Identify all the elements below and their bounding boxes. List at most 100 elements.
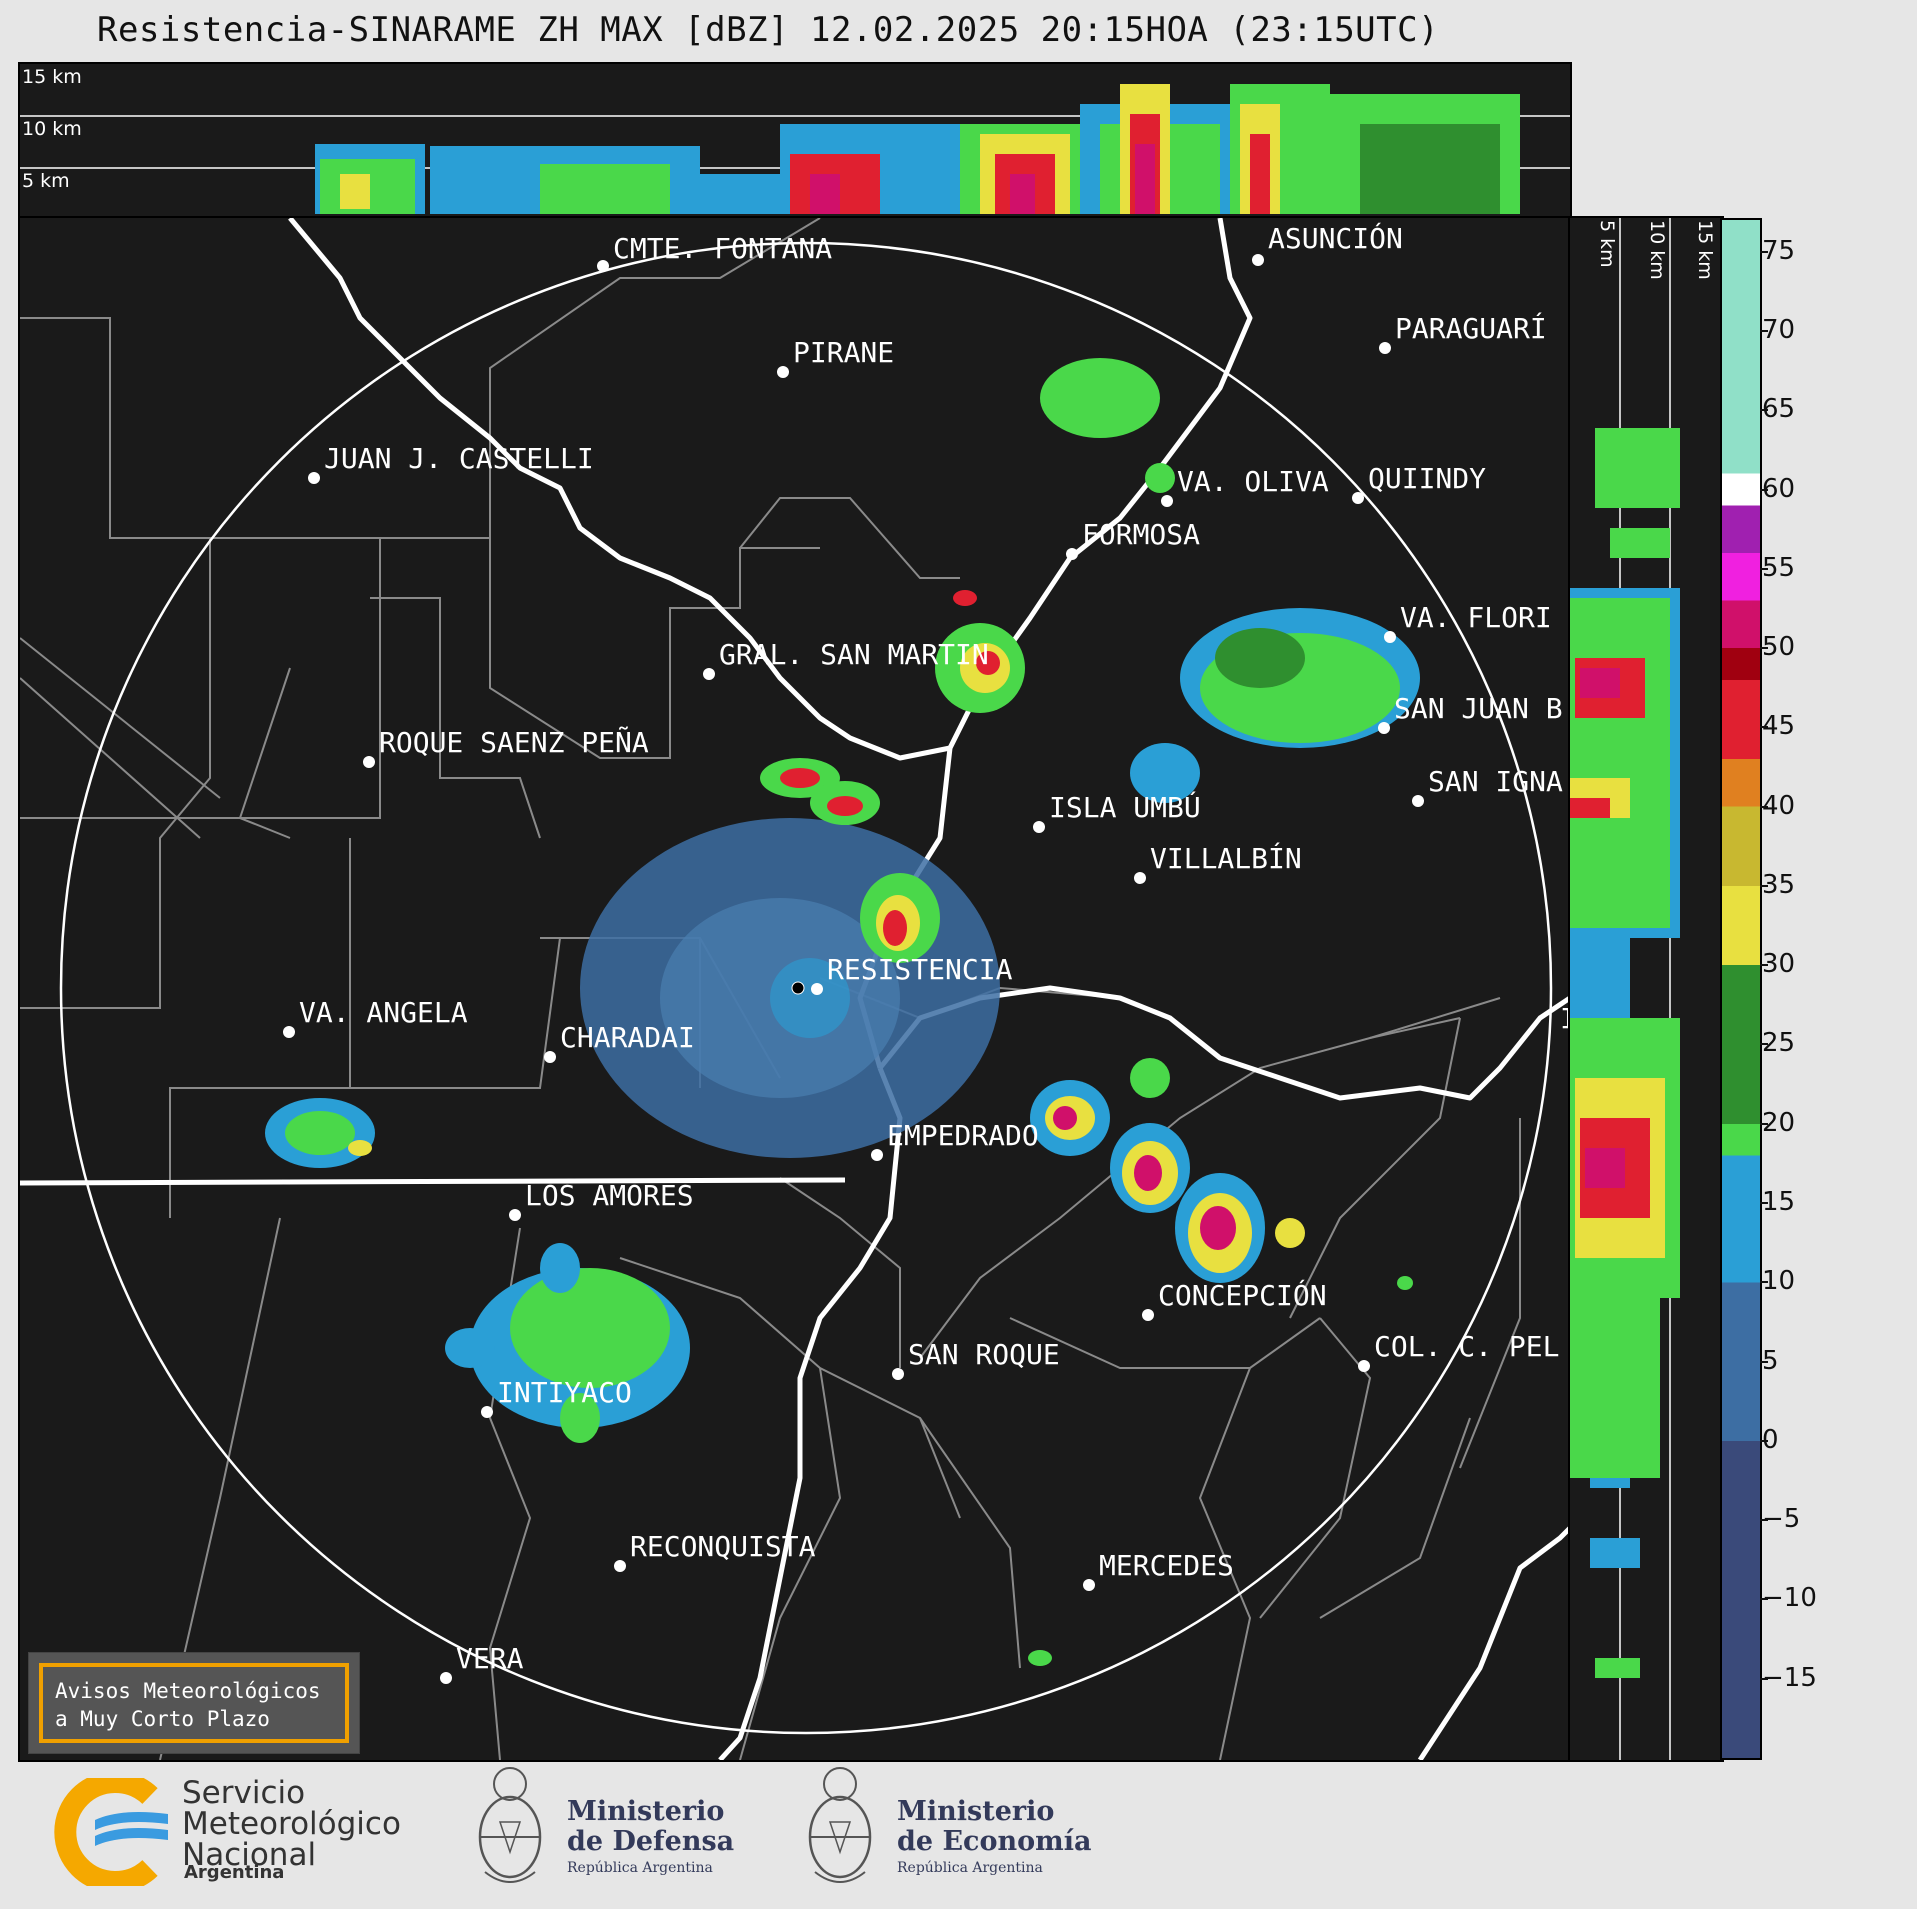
city-label: PIRANE (793, 336, 894, 369)
side-cross-section-panel: 5 km 10 km 15 km (1568, 216, 1724, 1762)
city-dot-icon (777, 366, 789, 378)
city-marker: SAN IGNA (1412, 765, 1563, 807)
side-height-label-15: 15 km (1694, 220, 1716, 280)
colorbar-tick-label: −5 (1762, 1504, 1801, 1535)
storm-cells (265, 358, 1420, 1666)
smn-sub: Argentina (184, 1862, 285, 1883)
city-marker: VILLALBÍN (1134, 841, 1302, 884)
colorbar-tick-mark (1760, 726, 1768, 729)
top-height-label-15: 15 km (22, 66, 82, 88)
city-marker: CMTE. FONTANA (597, 232, 832, 272)
city-label: ASUNCIÓN (1268, 221, 1403, 255)
city-label: LOS AMORES (525, 1179, 694, 1212)
colorbar-tick-label: 25 (1762, 1028, 1796, 1059)
city-label: VILLALBÍN (1150, 841, 1302, 875)
colorbar-tick-mark (1760, 964, 1768, 967)
side-echoes (1570, 428, 1680, 1678)
radar-location-icon (791, 981, 805, 995)
city-marker: QUIINDY (1352, 462, 1486, 504)
city-label: CMTE. FONTANA (613, 232, 832, 265)
city-dot-icon (811, 983, 823, 995)
city-label: VA. OLIVA (1177, 465, 1329, 498)
smn-logo-text: Servicio Meteorológico Nacional (182, 1778, 401, 1871)
city-label: EMPEDRADO (887, 1119, 1039, 1152)
city-marker: GRAL. SAN MARTIN (703, 638, 989, 680)
colorbar-tick-mark (1760, 409, 1768, 412)
radar-map: CMTE. FONTANA ASUNCIÓN PARAGUARÍ PIRANE JUAN… (18, 216, 1572, 1762)
side-height-label-10: 10 km (1646, 220, 1668, 280)
city-dot-icon (1142, 1309, 1154, 1321)
economia-line-2: de Economía (897, 1826, 1092, 1857)
colorbar-tick-mark (1760, 1677, 1768, 1680)
economia-sub: República Argentina (897, 1860, 1043, 1876)
defensa-line-1: Ministerio (567, 1796, 725, 1827)
city-marker: IT (1560, 1002, 1570, 1035)
colorbar-tick-label: −15 (1762, 1662, 1817, 1693)
city-dot-icon (597, 260, 609, 272)
city-dot-icon (1352, 492, 1364, 504)
colorbar-tick-mark (1760, 329, 1768, 332)
city-marker: FORMOSA (1066, 518, 1200, 560)
colorbar-tick-label: 60 (1762, 473, 1796, 504)
city-marker: SAN JUAN B (1378, 692, 1563, 734)
smn-logo-icon (54, 1778, 168, 1886)
city-dot-icon (440, 1672, 452, 1684)
city-label: IT (1560, 1002, 1570, 1035)
smn-line-2: Meteorológico (182, 1806, 401, 1842)
colorbar-tick-label: 30 (1762, 949, 1796, 980)
city-dot-icon (1358, 1360, 1370, 1372)
colorbar-tick-mark (1760, 884, 1768, 887)
city-dot-icon (544, 1051, 556, 1063)
rivers-borders (20, 218, 1570, 1760)
city-marker: ASUNCIÓN (1252, 221, 1403, 266)
map-title: Resistencia-SINARAME ZH MAX [dBZ] 12.02.… (97, 10, 1440, 50)
city-label: MERCEDES (1099, 1549, 1234, 1582)
city-label: RESISTENCIA (827, 953, 1013, 986)
colorbar-tick-label: 20 (1762, 1107, 1796, 1138)
warning-line-1: Avisos Meteorológicos (55, 1679, 321, 1703)
city-dot-icon (1378, 722, 1390, 734)
city-dot-icon (1066, 548, 1078, 560)
city-label: CONCEPCIÓN (1158, 1278, 1327, 1312)
top-echoes (315, 84, 1520, 214)
city-dot-icon (509, 1209, 521, 1221)
city-marker: CONCEPCIÓN (1142, 1278, 1327, 1321)
city-marker: RESISTENCIA (811, 953, 1013, 995)
ground-clutter (580, 818, 1000, 1158)
city-marker: VA. OLIVA (1161, 465, 1329, 507)
colorbar-tick-label: 40 (1762, 790, 1796, 821)
warning-inner: Avisos Meteorológicos a Muy Corto Plazo (39, 1663, 349, 1743)
city-dot-icon (308, 472, 320, 484)
colorbar-tick-mark (1760, 647, 1768, 650)
top-height-label-10: 10 km (22, 118, 82, 140)
colorbar-tick-label: 70 (1762, 314, 1796, 345)
colorbar-tick-label: 55 (1762, 552, 1796, 583)
city-label: QUIINDY (1368, 462, 1486, 495)
city-label: INTIYACO (497, 1376, 632, 1409)
colorbar-tick-mark (1760, 1598, 1768, 1601)
city-marker: VA. ANGELA (283, 996, 468, 1038)
city-marker: JUAN J. CASTELLI (308, 442, 594, 484)
city-marker: VA. FLORI (1384, 601, 1552, 643)
colorbar-tick-label: 75 (1762, 235, 1796, 266)
top-cross-section-panel: 15 km 10 km 5 km (18, 62, 1572, 220)
top-height-label-5: 5 km (22, 170, 70, 192)
colorbar (1720, 218, 1762, 1760)
city-marker: VERA (440, 1642, 524, 1684)
city-label: SAN IGNA (1428, 765, 1563, 798)
city-dot-icon (1384, 631, 1396, 643)
city-marker: SAN ROQUE (892, 1338, 1060, 1380)
colorbar-tick-mark (1760, 567, 1768, 570)
warning-box: Avisos Meteorológicos a Muy Corto Plazo (28, 1652, 360, 1754)
colorbar-tick-label: 10 (1762, 1266, 1796, 1297)
colorbar-tick-label: 50 (1762, 632, 1796, 663)
city-label: PARAGUARÍ (1395, 311, 1547, 345)
city-label: VERA (456, 1642, 524, 1675)
colorbar-tick-mark (1760, 1281, 1768, 1284)
defensa-sub: República Argentina (567, 1860, 713, 1876)
colorbar-tick-mark (1760, 488, 1768, 491)
city-dot-icon (363, 756, 375, 768)
city-label: SAN ROQUE (908, 1338, 1060, 1371)
smn-line-3: Nacional (182, 1837, 317, 1873)
city-label: VA. FLORI (1400, 601, 1552, 634)
